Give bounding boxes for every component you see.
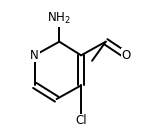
Text: Cl: Cl xyxy=(75,114,87,127)
Text: N: N xyxy=(30,49,39,62)
Text: NH$_2$: NH$_2$ xyxy=(47,11,71,26)
Text: O: O xyxy=(122,49,131,62)
